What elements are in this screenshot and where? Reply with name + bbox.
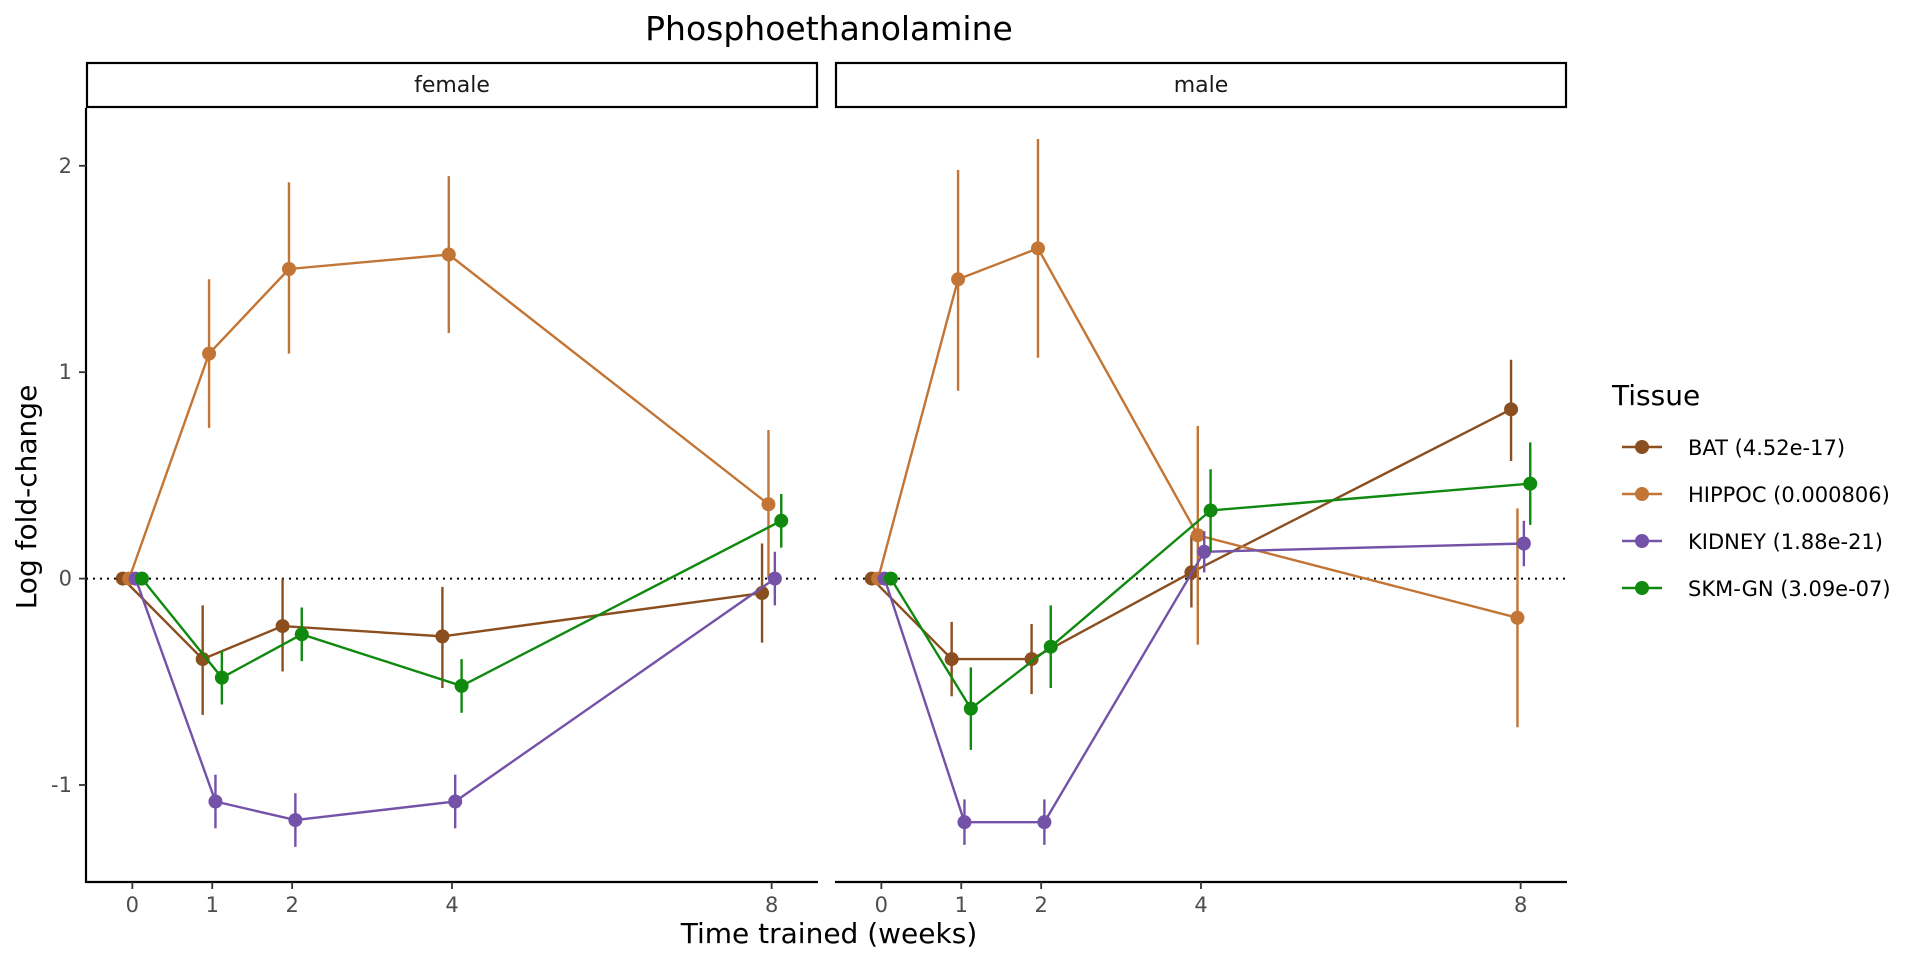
- data-point: [208, 794, 223, 809]
- facet-label-male: male: [1174, 73, 1229, 98]
- facet-strip-male: [834, 61, 1568, 109]
- series-skm-gn-male: [883, 442, 1538, 750]
- x-tick-label: 4: [1194, 893, 1207, 917]
- legend: Tissue BAT (4.52e-17) HIPPOC (0.000806) KI…: [1611, 379, 1891, 601]
- x-tick-label: 2: [1034, 893, 1047, 917]
- data-point: [288, 813, 303, 828]
- series-kidney-female: [128, 551, 782, 847]
- series-hippoc-female: [122, 176, 776, 586]
- data-point: [214, 670, 229, 685]
- chart-title: Phosphoethanolamine: [645, 9, 1013, 48]
- data-point: [448, 794, 463, 809]
- data-point: [951, 272, 966, 287]
- data-point: [1510, 610, 1525, 625]
- y-tick-label: 0: [59, 567, 72, 591]
- data-point: [195, 652, 210, 667]
- facet-strip-female: [85, 61, 819, 109]
- legend-item: BAT (4.52e-17): [1622, 436, 1845, 460]
- legend-item: HIPPOC (0.000806): [1622, 483, 1890, 507]
- x-axis-title: Time trained (weeks): [680, 917, 978, 950]
- series-kidney-male: [877, 520, 1531, 845]
- series-line: [883, 542, 1524, 824]
- series-hippoc-male: [871, 138, 1525, 728]
- legend-label: HIPPOC (0.000806): [1688, 483, 1890, 507]
- x-tick-label: 1: [206, 893, 219, 917]
- legend-key-point: [1635, 534, 1649, 548]
- y-tick-label: 2: [59, 154, 72, 178]
- data-point: [294, 627, 309, 642]
- x-tick-label: 2: [285, 893, 298, 917]
- data-point: [134, 571, 149, 586]
- y-tick-label: -1: [51, 773, 72, 797]
- legend-key-point: [1635, 581, 1649, 595]
- legend-item: SKM-GN (3.09e-07): [1622, 577, 1891, 601]
- series-skm-gn-female: [134, 493, 789, 713]
- legend-key-point: [1635, 440, 1649, 454]
- data-point: [1030, 241, 1045, 256]
- legend-title: Tissue: [1611, 379, 1700, 412]
- data-point: [883, 571, 898, 586]
- panel-female: female 0 1 2 4 8 -1 0 1 2: [51, 61, 819, 917]
- series-bat-female: [115, 543, 770, 715]
- data-point: [1037, 815, 1052, 830]
- data-point: [202, 346, 217, 361]
- facet-label-female: female: [414, 73, 490, 98]
- x-tick-label: 8: [765, 893, 778, 917]
- data-point: [1197, 544, 1212, 559]
- data-point: [281, 261, 296, 276]
- legend-item: KIDNEY (1.88e-21): [1622, 530, 1883, 554]
- data-point: [1523, 476, 1538, 491]
- data-point: [454, 678, 469, 693]
- y-tick-label: 1: [59, 360, 72, 384]
- data-point: [761, 497, 776, 512]
- data-point: [441, 247, 456, 262]
- data-point: [1043, 639, 1058, 654]
- legend-label: BAT (4.52e-17): [1688, 436, 1845, 460]
- data-point: [957, 815, 972, 830]
- legend-label: KIDNEY (1.88e-21): [1688, 530, 1883, 554]
- y-axis-title: Log fold-change: [10, 385, 43, 610]
- data-point: [963, 701, 978, 716]
- data-point: [944, 652, 959, 667]
- legend-label: SKM-GN (3.09e-07): [1688, 577, 1891, 601]
- panel-male: male 0 1 2 4 8: [834, 61, 1568, 917]
- x-tick-label: 0: [875, 893, 888, 917]
- data-point: [767, 571, 782, 586]
- data-point: [1024, 652, 1039, 667]
- x-tick-label: 4: [445, 893, 458, 917]
- data-point: [1203, 503, 1218, 518]
- x-tick-label: 8: [1514, 893, 1527, 917]
- data-point: [275, 619, 290, 634]
- data-point: [774, 513, 789, 528]
- data-point: [435, 629, 450, 644]
- legend-key-point: [1635, 487, 1649, 501]
- data-point: [1516, 536, 1531, 551]
- data-point: [1190, 528, 1205, 543]
- data-point: [1504, 402, 1519, 417]
- x-tick-label: 1: [955, 893, 968, 917]
- x-tick-label: 0: [126, 893, 139, 917]
